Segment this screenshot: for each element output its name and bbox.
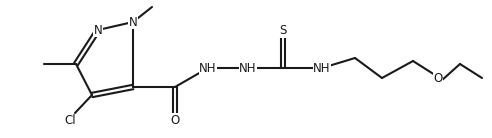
Text: N: N bbox=[93, 23, 102, 36]
Text: Cl: Cl bbox=[64, 115, 76, 128]
Text: O: O bbox=[433, 71, 443, 84]
Text: S: S bbox=[279, 25, 287, 38]
Text: NH: NH bbox=[313, 62, 331, 75]
Text: NH: NH bbox=[199, 62, 217, 75]
Text: O: O bbox=[170, 113, 180, 127]
Text: NH: NH bbox=[239, 62, 257, 75]
Text: N: N bbox=[128, 15, 137, 29]
